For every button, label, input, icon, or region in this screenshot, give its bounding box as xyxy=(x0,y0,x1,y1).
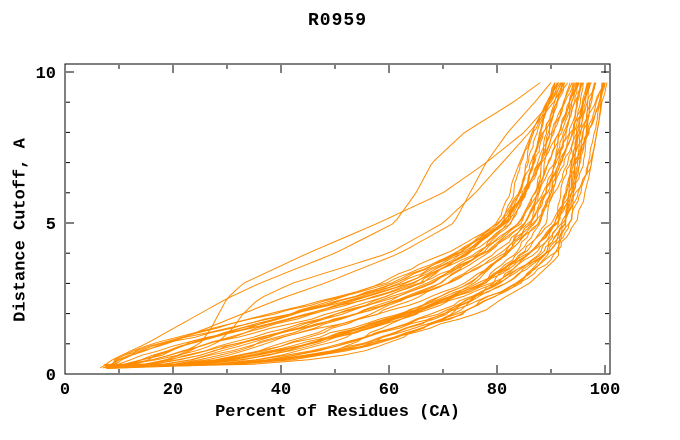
model-curve xyxy=(112,82,605,365)
model-curve xyxy=(105,82,580,366)
x-tick-label: 80 xyxy=(487,381,507,400)
model-curve xyxy=(112,82,556,368)
outlier-model-curve xyxy=(108,82,565,369)
model-curve xyxy=(109,82,562,367)
x-tick-label: 100 xyxy=(590,381,621,400)
outlier-model-curve xyxy=(102,82,552,369)
plot-border xyxy=(64,63,611,375)
model-curve xyxy=(113,82,556,366)
x-tick-label: 60 xyxy=(379,381,399,400)
model-curve xyxy=(103,82,562,368)
model-curve xyxy=(104,82,597,365)
model-curve xyxy=(110,82,584,368)
model-curve xyxy=(107,82,588,369)
model-curve xyxy=(106,82,575,366)
model-curve xyxy=(104,82,566,368)
x-axis-label: Percent of Residues (CA) xyxy=(215,403,460,422)
x-tick-label: 0 xyxy=(60,381,70,400)
x-tick-label: 40 xyxy=(271,381,291,400)
chart-title: R0959 xyxy=(307,11,367,31)
model-curve xyxy=(107,82,558,367)
x-tick-label: 20 xyxy=(163,381,183,400)
model-curve xyxy=(105,82,564,366)
y-tick-label: 5 xyxy=(46,216,56,235)
outlier-model-curve xyxy=(108,82,563,369)
model-curve xyxy=(115,82,605,368)
outlier-model-curve xyxy=(99,82,541,369)
model-curve xyxy=(108,82,583,369)
model-curve xyxy=(104,82,584,367)
y-tick-label: 10 xyxy=(36,65,56,84)
model-curve xyxy=(104,82,582,365)
model-curve xyxy=(113,82,596,366)
model-curve xyxy=(109,82,591,368)
model-curve xyxy=(108,82,597,369)
model-curve xyxy=(112,82,568,366)
y-tick-label: 0 xyxy=(46,367,56,386)
model-curve xyxy=(105,82,560,367)
